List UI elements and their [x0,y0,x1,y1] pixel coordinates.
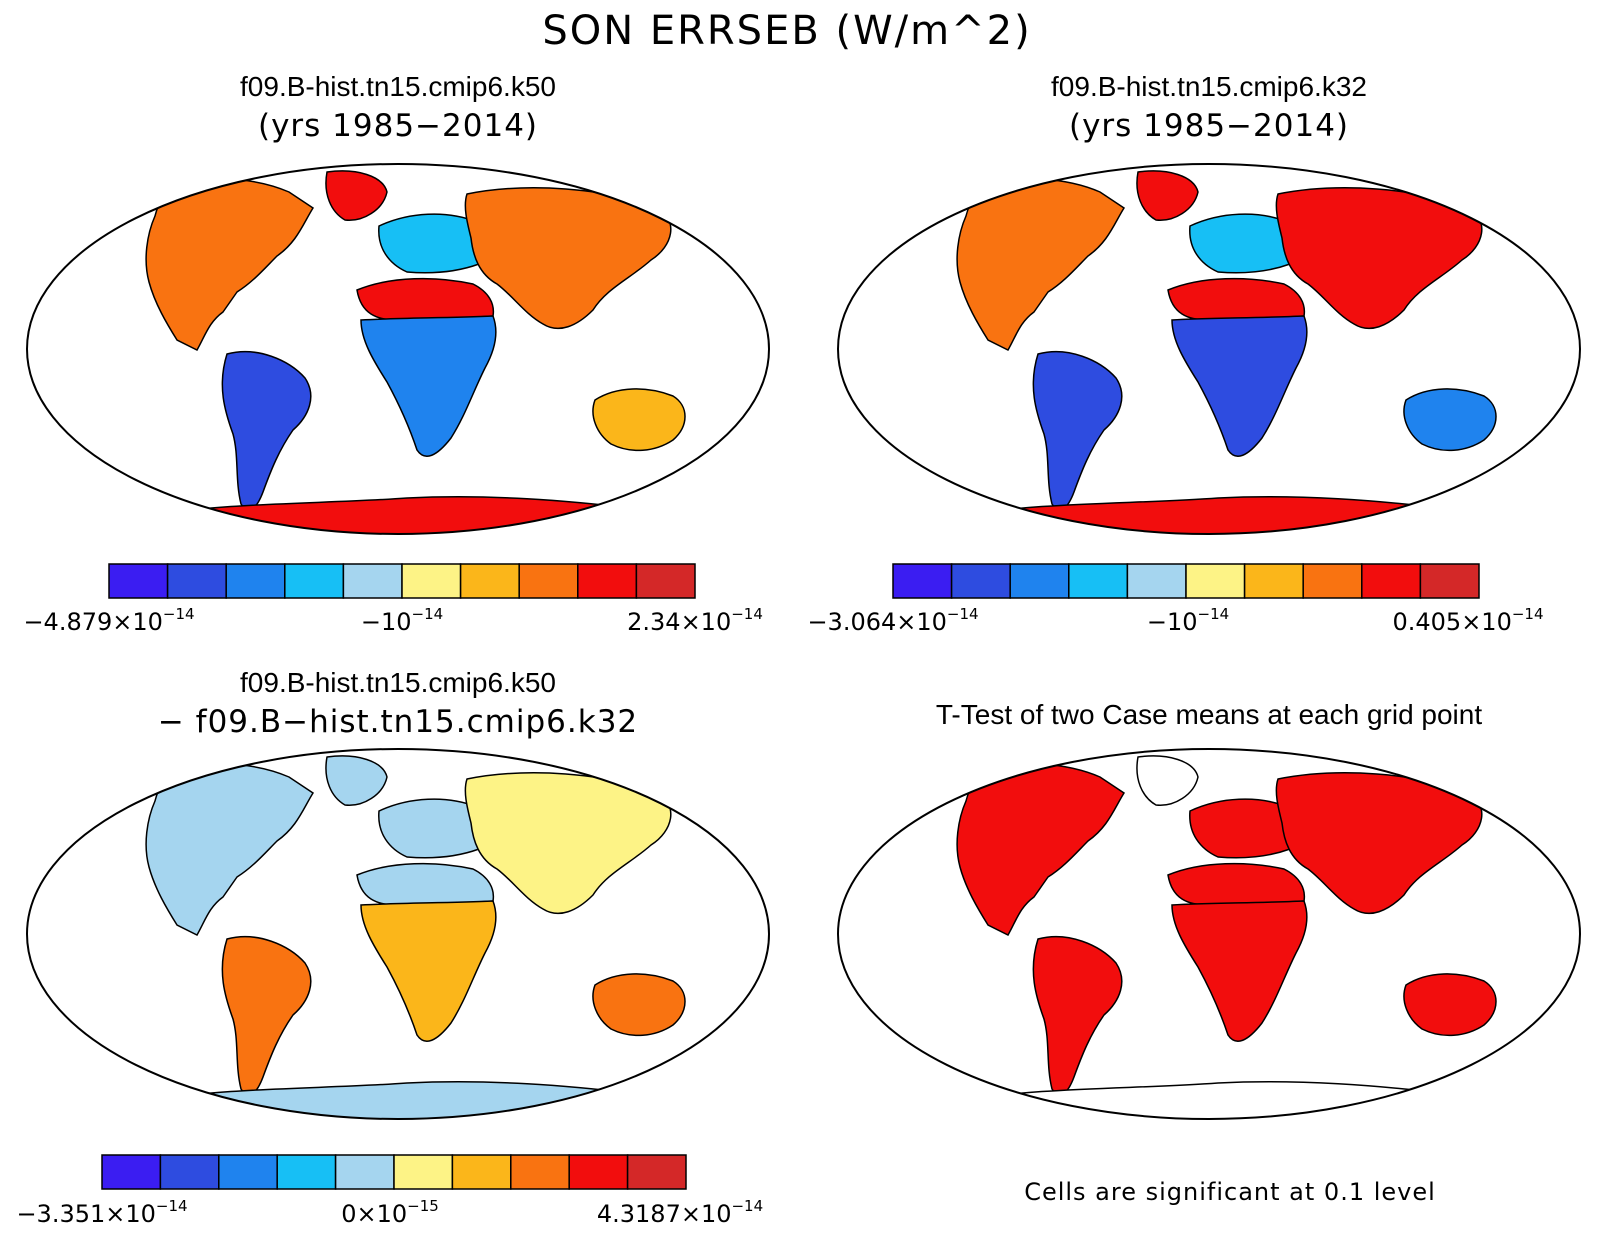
continent-north-america [956,762,1125,936]
continent-africa-south [360,900,497,1042]
panel-k50: f09.B-hist.tn15.cmip6.k50 (yrs 1985−2014… [23,71,770,636]
continent-australia [592,388,686,452]
continent-south-america [1032,935,1123,1096]
map-border [837,163,1581,535]
panel-subtitle: − f09.B−hist.tn15.cmip6.k32 [158,704,638,740]
colorbar-swatch [401,563,462,599]
panel-subtitle: (yrs 1985−2014) [1069,108,1349,144]
continent-south-america [221,350,312,511]
colorbar-swatch [159,1154,220,1190]
map [917,170,1499,534]
map-border [837,748,1581,1120]
colorbar-swatch [225,563,286,599]
continent-africa-north [356,277,495,321]
colorbar-mid-label: −10−14 [1147,605,1229,636]
continent-north-america [145,762,314,936]
colorbar-swatch [101,1154,162,1190]
continent-greenland [1136,755,1199,806]
panel-case-title: T-Test of two Case means at each grid po… [936,699,1482,730]
significance-note: Cells are significant at 0.1 level [1024,1178,1436,1206]
continent-australia [1403,973,1497,1037]
colorbar-min-label: −4.879×10−14 [23,605,194,636]
colorbar-swatch [1009,563,1070,599]
colorbar-swatch [1361,563,1422,599]
map [106,170,688,534]
colorbar-swatch [950,563,1011,599]
colorbar-max-label: 2.34×10−14 [627,605,763,636]
continent-antarctica [106,495,688,534]
continent-australia [1403,388,1497,452]
continent-greenland [325,755,388,806]
colorbar-max-label: 0.405×10−14 [1392,605,1543,636]
colorbar-swatch [334,1154,395,1190]
colorbar-swatch [577,563,638,599]
colorbar-swatch [518,563,579,599]
colorbar-swatch [1126,563,1187,599]
colorbar-swatch [459,563,520,599]
continent-south-america [1032,350,1123,511]
continent-africa-north [356,862,495,906]
continent-africa-north [1167,277,1306,321]
colorbar-min-label: −3.351×10−14 [16,1197,187,1228]
colorbar-swatch [108,563,169,599]
colorbar-swatch [1068,563,1129,599]
colorbar-swatch [276,1154,337,1190]
colorbar-swatch [166,563,227,599]
panel-ttest: T-Test of two Case means at each grid po… [837,699,1581,1206]
colorbar-swatch [218,1154,278,1190]
colorbar [892,563,1480,599]
continent-africa-south [1171,315,1308,457]
continent-greenland [1136,170,1199,221]
colorbar-swatch [284,563,345,599]
map-border [26,748,770,1120]
colorbar-swatch [342,563,403,599]
colorbar-mid-label: −10−14 [361,605,443,636]
continent-africa-south [360,315,497,457]
colorbar-swatch [626,1154,687,1190]
continent-australia [592,973,686,1037]
map-border [26,163,770,535]
colorbar-swatch [1185,563,1246,599]
colorbar [101,1154,687,1190]
colorbar-swatch [892,563,953,599]
panel-subtitle: (yrs 1985−2014) [258,108,538,144]
colorbar [108,563,696,599]
colorbar-swatch [1302,563,1363,599]
figure-title: SON ERRSEB (W/m^2) [542,8,1031,54]
colorbar-swatch [451,1154,512,1190]
map [106,755,688,1119]
panel-case-title: f09.B-hist.tn15.cmip6.k50 [240,667,556,698]
panel-k32: f09.B-hist.tn15.cmip6.k32 (yrs 1985−2014… [807,71,1581,636]
panel-case-title: f09.B-hist.tn15.cmip6.k32 [1051,71,1367,102]
continent-greenland [325,170,388,221]
continent-africa-north [1167,862,1306,906]
colorbar-swatch [635,563,696,599]
continent-north-america [956,177,1125,351]
continent-africa-south [1171,900,1308,1042]
panel-case-title: f09.B-hist.tn15.cmip6.k50 [240,71,556,102]
colorbar-swatch [1243,563,1304,599]
continent-antarctica [917,1080,1499,1119]
colorbar-swatch [393,1154,454,1190]
colorbar-min-label: −3.064×10−14 [807,605,978,636]
colorbar-swatch [1419,563,1480,599]
colorbar-swatch [510,1154,570,1190]
colorbar-max-label: 4.3187×10−14 [597,1197,763,1228]
colorbar-mid-label: 0×10−15 [341,1197,439,1228]
panel-difference: f09.B-hist.tn15.cmip6.k50 − f09.B−hist.t… [16,667,770,1228]
continent-antarctica [106,1080,688,1119]
map [917,755,1499,1119]
continent-antarctica [917,495,1499,534]
continent-north-america [145,177,314,351]
colorbar-swatch [568,1154,629,1190]
continent-south-america [221,935,312,1096]
